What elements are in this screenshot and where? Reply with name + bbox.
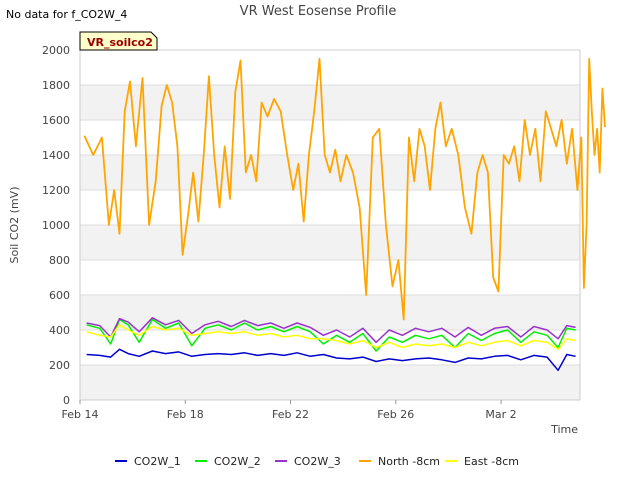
series-line-co2w-3 <box>86 317 576 344</box>
series-layer <box>83 57 606 372</box>
legend-label-north-8cm: North -8cm <box>378 455 440 468</box>
series-line-north-8cm <box>83 57 606 321</box>
x-axis-ticks: Feb 14 Feb 18 Feb 22 Feb 26 Mar 2 <box>62 400 517 421</box>
plot-band <box>80 190 580 225</box>
y-tick-label: 2000 <box>42 44 70 57</box>
legend-label-co2w-2: CO2W_2 <box>214 455 261 468</box>
y-tick-label: 0 <box>63 394 70 407</box>
legend-label-east-8cm: East -8cm <box>464 455 519 468</box>
legend-label-co2w-3: CO2W_3 <box>294 455 341 468</box>
y-tick-label: 1400 <box>42 149 70 162</box>
y-tick-label: 200 <box>49 359 70 372</box>
legend-label-co2w-1: CO2W_1 <box>134 455 181 468</box>
y-axis-ticks: 0 200 400 600 800 1000 1200 1400 1600 1800 2000 <box>42 44 70 407</box>
y-tick-label: 400 <box>49 324 70 337</box>
y-tick-label: 1800 <box>42 79 70 92</box>
plot-area-frame <box>79 49 581 401</box>
site-label-frame <box>79 31 158 51</box>
y-tick-label: 1600 <box>42 114 70 127</box>
plot-band <box>80 85 580 120</box>
x-axis-label: Time <box>550 423 578 436</box>
plot-band <box>80 365 580 400</box>
no-data-note: No data for f_CO2W_4 <box>6 8 127 21</box>
y-axis-label: Soil CO2 (mV) <box>8 187 21 264</box>
y-tick-label: 600 <box>49 289 70 302</box>
site-label-text: VR_soilco2 <box>87 36 153 49</box>
x-tick-label: Feb 14 <box>62 408 99 421</box>
site-label-box: VR_soilco2 <box>79 31 158 51</box>
x-tick-label: Feb 18 <box>167 408 204 421</box>
plot-band <box>80 50 580 85</box>
series-line-east-8cm <box>86 324 576 351</box>
chart-title: VR West Eosense Profile <box>240 4 397 19</box>
plot-band <box>80 330 580 365</box>
legend: CO2W_1 CO2W_2 CO2W_3 North -8cm East -8cm <box>115 455 519 468</box>
plot-band <box>80 225 580 260</box>
x-tick-label: Mar 2 <box>485 408 516 421</box>
plot-band <box>80 120 580 155</box>
y-tick-label: 1200 <box>42 184 70 197</box>
plot-band <box>80 295 580 330</box>
series-line-co2w-1 <box>86 348 576 372</box>
plot-band <box>80 260 580 295</box>
x-tick-label: Feb 22 <box>272 408 309 421</box>
y-tick-label: 800 <box>49 254 70 267</box>
y-tick-label: 1000 <box>42 219 70 232</box>
x-tick-label: Feb 26 <box>377 408 414 421</box>
